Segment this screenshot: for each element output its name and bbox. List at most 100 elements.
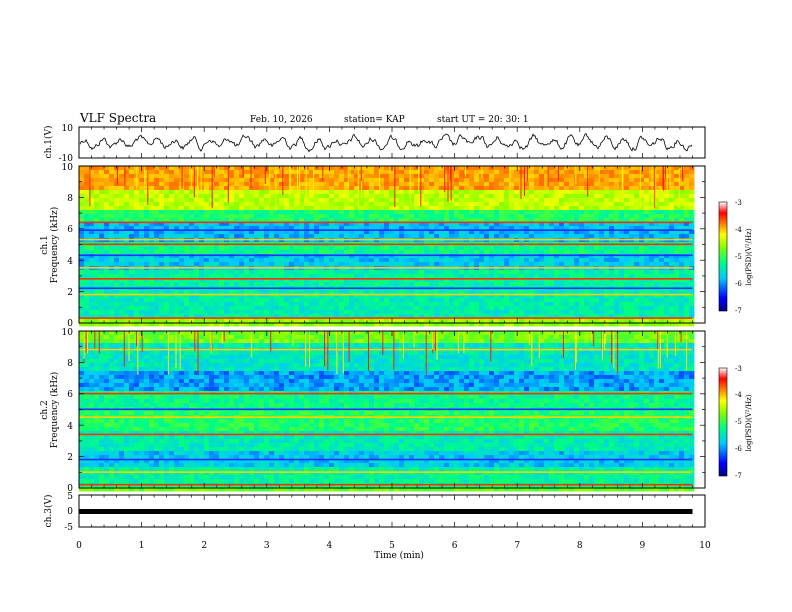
spectrogram-cell [519, 246, 525, 251]
spectrogram-cell [89, 318, 95, 323]
spectrogram-cell [159, 322, 165, 327]
spectrogram-cell [384, 262, 390, 267]
spectrogram-cell [94, 246, 100, 251]
spectrogram-cell [459, 234, 465, 239]
spectrogram-cell [454, 222, 460, 227]
spectrogram-cell [129, 218, 135, 223]
spectrogram-cell [314, 170, 320, 175]
spectrogram-cell [169, 218, 175, 223]
spectrogram-cell [474, 294, 480, 299]
spectrogram-cell [354, 170, 360, 175]
spectrogram-cell [154, 194, 160, 199]
spectrogram-cell [199, 322, 205, 327]
spectrogram-cell [149, 274, 155, 279]
spectrogram-cell [584, 302, 590, 307]
spectrogram-cell [244, 190, 250, 195]
spectrogram-cell [229, 170, 235, 175]
spectrogram-cell [254, 202, 260, 207]
spectrogram-cell [489, 314, 495, 319]
spectrogram-cell [674, 306, 680, 311]
spectrogram-cell [479, 318, 485, 323]
spectrogram-cell [104, 226, 110, 231]
spectrogram-cell [504, 318, 510, 323]
spectrogram-cell [469, 270, 475, 275]
spectrogram-cell [124, 174, 130, 179]
spectrogram-cell [579, 322, 585, 327]
spectrogram-cell [599, 294, 605, 299]
spectrogram-cell [449, 278, 455, 283]
spectrogram-cell [599, 186, 605, 191]
spectrogram-cell [149, 198, 155, 203]
spectrogram-cell [259, 314, 265, 319]
spectrogram-cell [559, 254, 565, 259]
spectrogram-cell [234, 214, 240, 219]
spectrogram-cell [499, 222, 505, 227]
spectrogram-cell [464, 282, 470, 287]
spectrogram-cell [629, 322, 635, 327]
spectrogram-cell [679, 274, 685, 279]
spectrogram-cell [589, 314, 595, 319]
spectrogram-cell [324, 230, 330, 235]
spectrogram-spike [662, 166, 664, 190]
spectrogram-cell [314, 306, 320, 311]
spectrogram-cell [464, 210, 470, 215]
spectrogram-cell [384, 198, 390, 203]
spectrogram-cell [274, 190, 280, 195]
spectrogram-cell [139, 274, 145, 279]
spectrogram-cell [594, 302, 600, 307]
spectrogram-cell [374, 218, 380, 223]
spectrogram-cell [359, 226, 365, 231]
spectrogram-cell [119, 182, 125, 187]
spectrogram-cell [649, 302, 655, 307]
spectrogram-cell [169, 318, 175, 323]
spectrogram-cell [194, 318, 200, 323]
spectrogram-cell [679, 210, 685, 215]
spectrogram-cell [429, 294, 435, 299]
spectrogram-cell [604, 290, 610, 295]
spectrogram-cell [104, 274, 110, 279]
spectrogram-cell [689, 270, 695, 275]
spectrogram-cell [344, 274, 350, 279]
spectrogram-cell [169, 306, 175, 311]
spectrogram-cell [454, 174, 460, 179]
spectrogram-cell [634, 290, 640, 295]
spectrogram-cell [294, 290, 300, 295]
spectrogram-cell [649, 258, 655, 263]
spectrogram-cell [464, 214, 470, 219]
spectrogram-cell [149, 230, 155, 235]
spectrogram-cell [234, 234, 240, 239]
spectrogram-cell [389, 210, 395, 215]
spectrogram-cell [94, 170, 100, 175]
spectrogram-cell [424, 194, 430, 199]
spectrogram-cell [674, 278, 680, 283]
spectrogram-cell [419, 198, 425, 203]
spectrogram-cell [439, 206, 445, 211]
spectrogram-cell [369, 278, 375, 283]
spectrogram-cell [599, 270, 605, 275]
spectrogram-spike [622, 166, 624, 199]
spectrogram-cell [624, 214, 630, 219]
spectrogram-cell [609, 254, 615, 259]
spectrogram-cell [174, 290, 180, 295]
spectrogram-cell [584, 234, 590, 239]
spectrogram-cell [369, 270, 375, 275]
spectrogram-cell [444, 178, 450, 183]
spectrogram-cell [314, 186, 320, 191]
spectrogram-cell [219, 250, 225, 255]
spectrogram-cell [144, 318, 150, 323]
spectrogram-cell [484, 170, 490, 175]
spectrogram-cell [129, 310, 135, 315]
spectrogram-cell [159, 262, 165, 267]
spectrogram-cell [634, 214, 640, 219]
spectrogram-cell [124, 198, 130, 203]
spectrogram-cell [289, 270, 295, 275]
spectrogram-cell [84, 290, 90, 295]
spectrogram-cell [254, 302, 260, 307]
spectrogram-cell [109, 182, 115, 187]
spectrogram-cell [474, 206, 480, 211]
spectrogram-cell [379, 270, 385, 275]
spectrogram-cell [429, 170, 435, 175]
spectrogram-cell [274, 182, 280, 187]
spectrogram-cell [294, 230, 300, 235]
